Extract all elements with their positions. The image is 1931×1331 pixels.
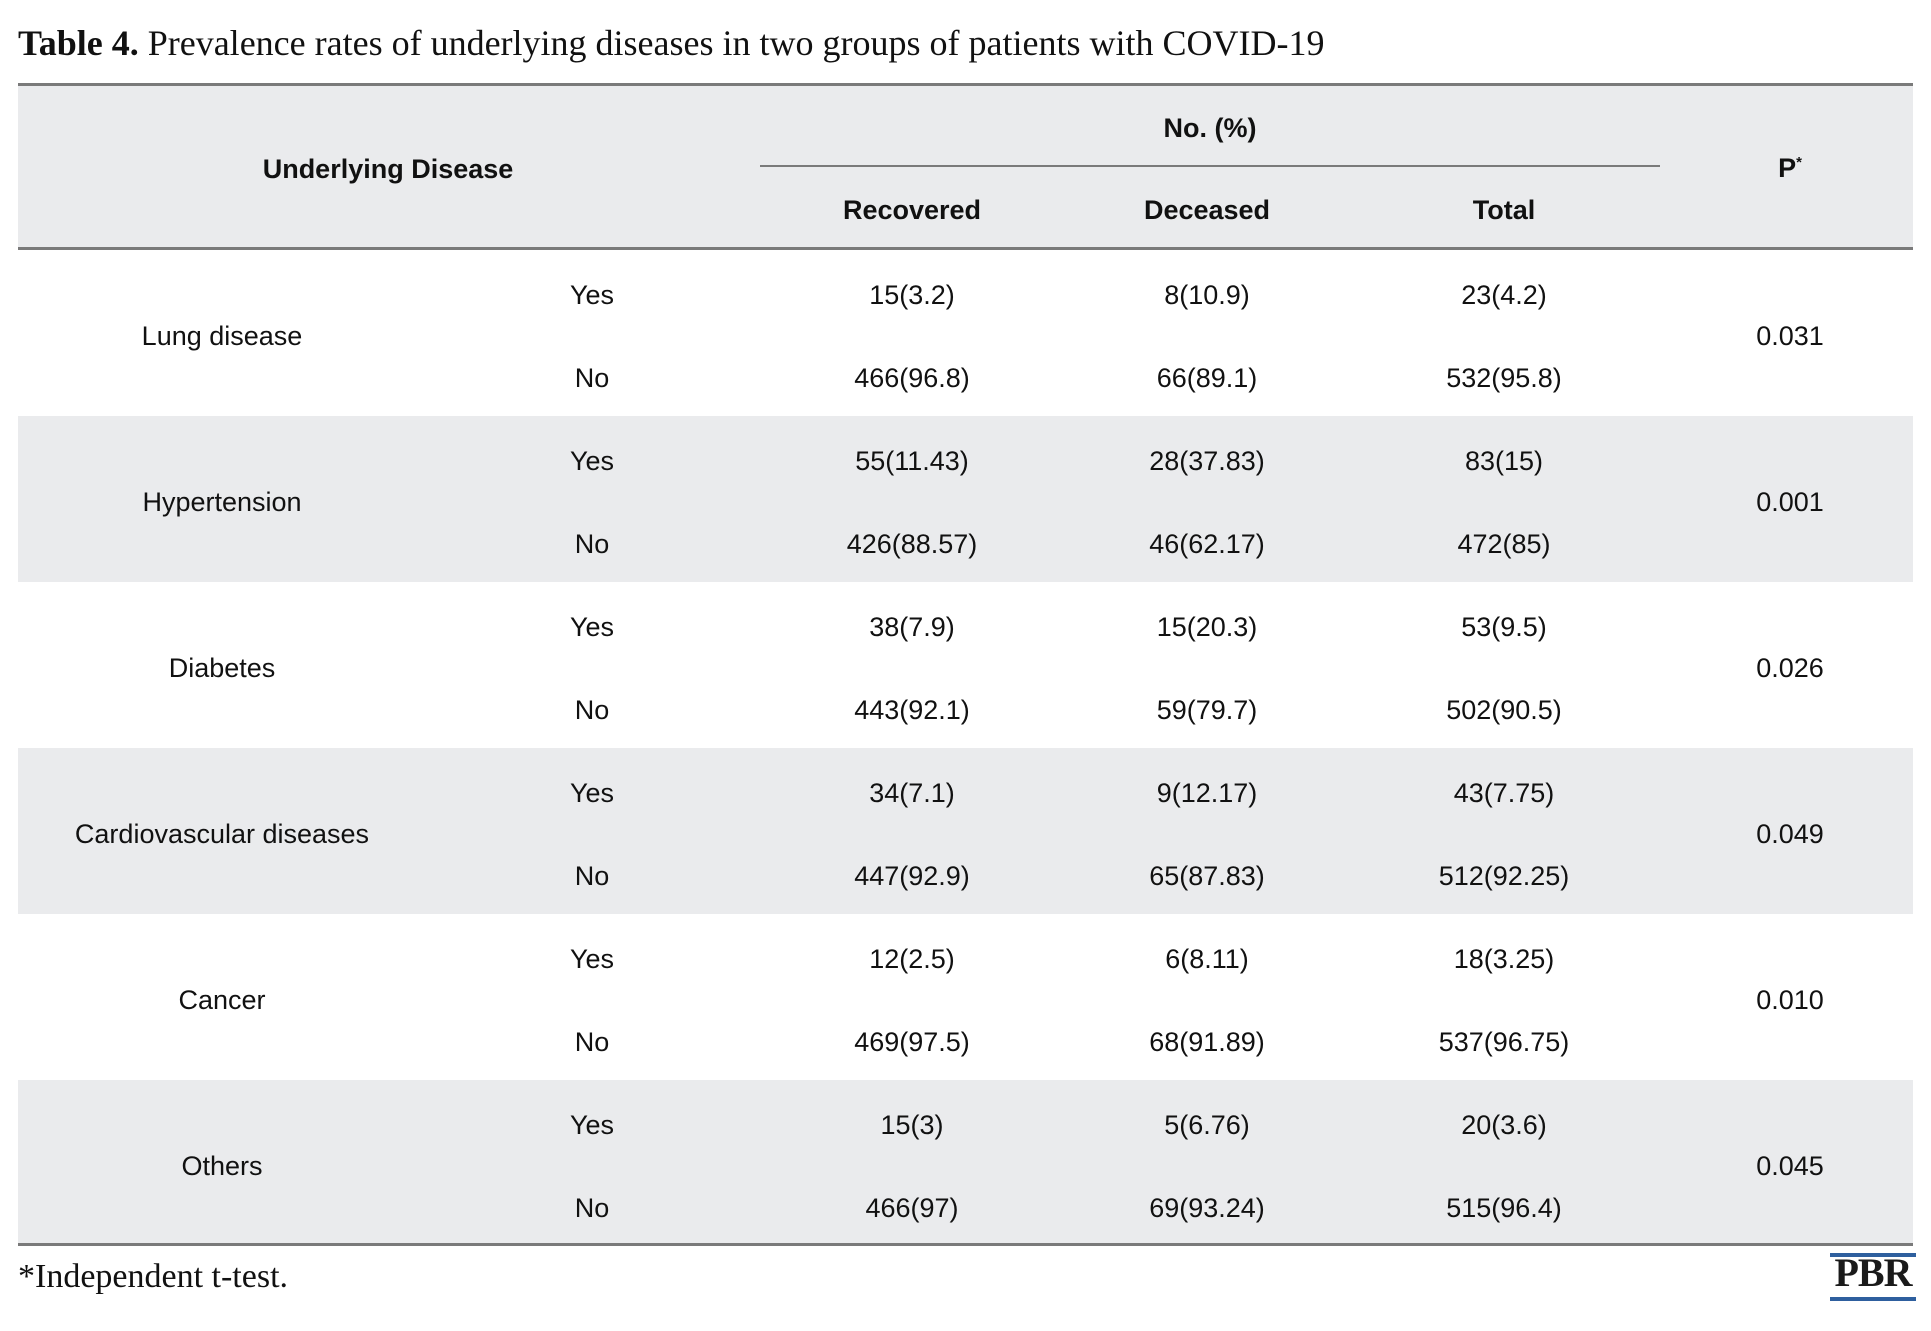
no-label: No [574,529,610,559]
disease-name: Others [181,1151,263,1181]
logo-bottom-bar [1830,1297,1916,1301]
header-recovered: Recovered [842,195,982,225]
table-bottom-rule [18,1243,1913,1246]
group-header-rule [760,165,1660,167]
yes-deceased-value: 8(10.9) [1164,280,1250,310]
no-deceased-value: 68(91.89) [1149,1027,1265,1057]
disease-name: Cardiovascular diseases [74,819,370,849]
header-underlying-disease: Underlying Disease [262,154,514,184]
no-deceased-value: 59(79.7) [1156,695,1258,725]
pbr-logo: PBR [1830,1253,1916,1303]
yes-recovered-value: 12(2.5) [869,944,955,974]
disease-name: Hypertension [142,487,302,517]
p-value: 0.010 [1756,985,1824,1015]
table-footnote: *Independent t-test. [18,1258,289,1295]
table-top-rule [18,83,1913,86]
p-value: 0.001 [1756,487,1824,517]
yes-label: Yes [569,446,615,476]
no-deceased-value: 65(87.83) [1149,861,1265,891]
disease-name: Diabetes [168,653,276,683]
yes-total-value: 43(7.75) [1453,778,1555,808]
p-value: 0.031 [1756,321,1824,351]
header-p-marker: * [1796,154,1802,171]
yes-label: Yes [569,1110,615,1140]
yes-label: Yes [569,778,615,808]
yes-label: Yes [569,612,615,642]
p-value: 0.045 [1756,1151,1824,1181]
table-row-band [18,416,1913,582]
no-label: No [574,861,610,891]
no-recovered-value: 469(97.5) [854,1027,970,1057]
table-row-band [18,1080,1913,1246]
no-total-value: 512(92.25) [1438,861,1570,891]
no-total-value: 502(90.5) [1446,695,1562,725]
yes-total-value: 83(15) [1464,446,1544,476]
no-recovered-value: 466(96.8) [854,363,970,393]
disease-name: Lung disease [141,321,303,351]
no-total-value: 532(95.8) [1446,363,1562,393]
yes-recovered-value: 55(11.43) [855,446,969,476]
no-total-value: 537(96.75) [1438,1027,1570,1057]
no-label: No [574,1027,610,1057]
yes-total-value: 23(4.2) [1461,280,1547,310]
no-label: No [574,695,610,725]
no-total-value: 515(96.4) [1446,1193,1562,1223]
header-p-value: P* [1740,148,1840,188]
yes-deceased-value: 28(37.83) [1149,446,1265,476]
no-recovered-value: 466(97) [865,1193,959,1223]
disease-name: Cancer [178,985,266,1015]
no-recovered-value: 447(92.9) [854,861,970,891]
yes-recovered-value: 15(3.2) [869,280,955,310]
no-recovered-value: 443(92.1) [854,695,970,725]
no-label: No [574,1193,610,1223]
yes-deceased-value: 6(8.11) [1165,944,1249,974]
table-caption-text: Prevalence rates of underlying diseases … [138,23,1325,63]
yes-deceased-value: 15(20.3) [1156,612,1258,642]
header-total: Total [1472,195,1536,225]
yes-recovered-value: 38(7.9) [869,612,955,642]
yes-deceased-value: 5(6.76) [1164,1110,1250,1140]
yes-label: Yes [569,280,615,310]
no-deceased-value: 46(62.17) [1149,529,1265,559]
no-deceased-value: 69(93.24) [1149,1193,1265,1223]
header-no-percent: No. (%) [1163,113,1257,143]
yes-deceased-value: 9(12.17) [1156,778,1258,808]
header-deceased: Deceased [1143,195,1271,225]
no-total-value: 472(85) [1457,529,1551,559]
yes-recovered-value: 34(7.1) [869,778,955,808]
p-value: 0.049 [1756,819,1824,849]
table-row-band [18,748,1913,914]
yes-recovered-value: 15(3) [880,1110,944,1140]
yes-total-value: 20(3.6) [1461,1110,1547,1140]
no-deceased-value: 66(89.1) [1156,363,1258,393]
table-caption: Table 4. Prevalence rates of underlying … [18,18,1324,68]
no-label: No [574,363,610,393]
no-recovered-value: 426(88.57) [846,529,978,559]
yes-total-value: 18(3.25) [1453,944,1555,974]
yes-total-value: 53(9.5) [1461,612,1547,642]
table-header-rule [18,247,1913,250]
p-value: 0.026 [1756,653,1824,683]
header-p-label: P [1778,153,1797,183]
logo-text: PBR [1834,1250,1913,1295]
logo-top-bar [1830,1253,1916,1257]
yes-label: Yes [569,944,615,974]
table-caption-label: Table 4. [18,23,139,63]
